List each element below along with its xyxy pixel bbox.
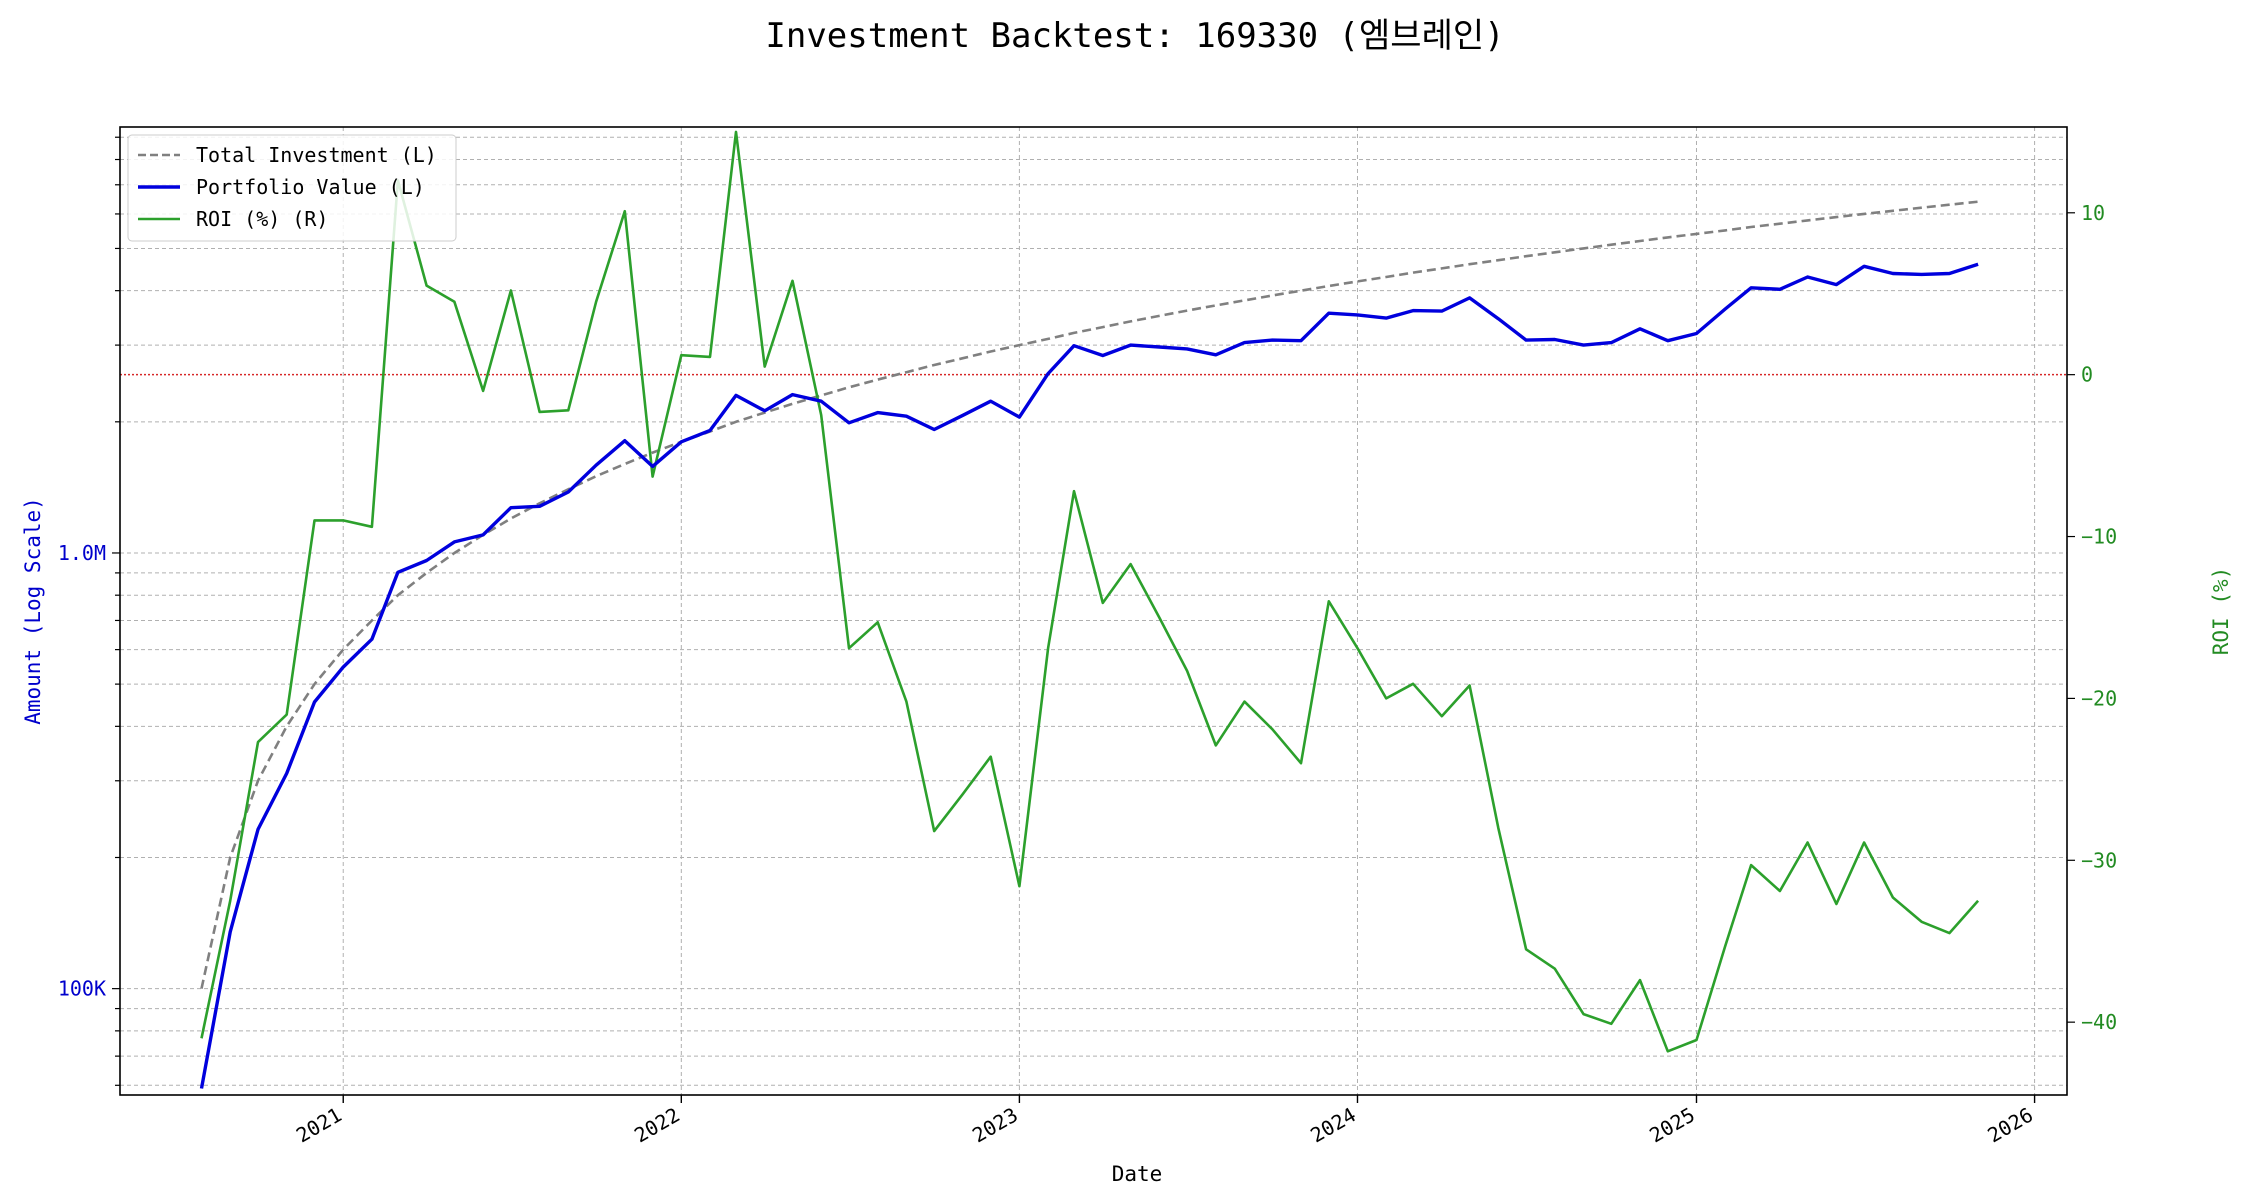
x-axis-label: Date [1112,1162,1163,1186]
series-line-1 [199,262,1979,1089]
y-axis-right: 10 0 −10 −20 −30 −40 [2067,201,2117,1034]
y-left-tick-label: 1.0M [58,541,106,565]
legend-label-1: Portfolio Value (L) [196,175,425,199]
y-axis-left-label: Amount (Log Scale) [21,497,45,725]
y-left-tick-label: 100K [58,977,106,1001]
x-tick-label: 2026 [1983,1103,2037,1148]
y-right-tick-label: −20 [2081,686,2117,710]
x-tick-label: 2024 [1306,1103,1360,1148]
legend-label-0: Total Investment (L) [196,143,437,167]
y-right-tick-label: −10 [2081,525,2117,549]
series-line-2 [200,130,1980,1053]
y-axis-left: 100K 1.0M [58,136,120,1086]
chart-title: Investment Backtest: 169330 (엠브레인) [765,16,1504,56]
series-line-0 [200,200,1979,989]
legend-box [127,134,457,242]
x-tick-label: 2025 [1645,1103,1699,1148]
y-right-tick-label: −40 [2081,1010,2117,1034]
y-right-tick-label: 10 [2081,201,2105,225]
legend-label-2: ROI (%) (R) [196,207,328,231]
y-right-tick-label: −30 [2081,848,2117,872]
grid [120,127,2067,1095]
x-tick-label: 2022 [630,1103,684,1148]
plot-frame [119,126,2068,1096]
series-layer [199,130,1980,1089]
legend: Total Investment (L) Portfolio Value (L) R… [127,134,457,242]
x-tick-label: 2023 [968,1103,1022,1148]
x-tick-label: 2021 [292,1103,346,1148]
y-right-tick-label: 0 [2081,363,2093,387]
x-axis: 2021 2022 2023 2024 2025 2026 [292,1095,2037,1147]
y-axis-right-label: ROI (%) [2209,567,2233,656]
